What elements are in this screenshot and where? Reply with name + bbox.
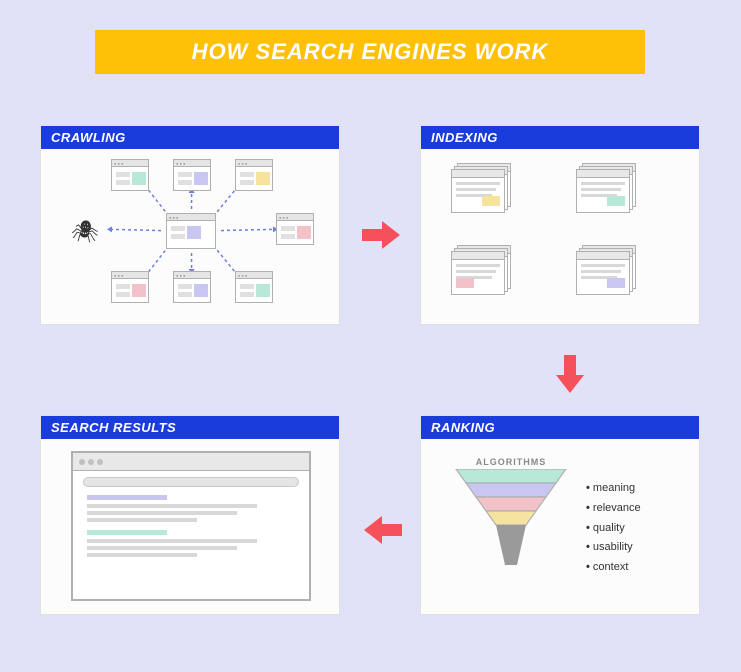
crawl-spoke-window: ● ● ● <box>235 159 273 191</box>
search-result <box>87 530 295 557</box>
panel-header-indexing: INDEXING <box>421 126 699 149</box>
funnel: ALGORITHMS <box>451 457 571 589</box>
panel-indexing: INDEXING <box>420 125 700 325</box>
index-stack <box>576 163 636 213</box>
crawl-to-index-arrow <box>360 215 404 264</box>
panel-results: SEARCH RESULTS <box>40 415 340 615</box>
ranking-item: usability <box>586 538 641 558</box>
spider-icon: 🕷 <box>71 219 99 245</box>
ranking-item: meaning <box>586 479 641 499</box>
index-stack <box>576 245 636 295</box>
ranking-item: quality <box>586 519 641 539</box>
browser-window <box>71 451 311 601</box>
ranking-item: relevance <box>586 499 641 519</box>
crawl-spoke-window: ● ● ● <box>276 213 314 245</box>
panel-header-ranking: RANKING <box>421 416 699 439</box>
panel-ranking: RANKING ALGORITHMS meaningrelevancequali… <box>420 415 700 615</box>
ranking-list: meaningrelevancequalityusabilitycontext <box>586 479 641 578</box>
crawl-spoke-window: ● ● ● <box>173 159 211 191</box>
index-stack <box>451 163 511 213</box>
funnel-icon <box>451 469 571 589</box>
funnel-label: ALGORITHMS <box>451 457 571 467</box>
crawl-center-window: ● ● ● <box>166 213 216 249</box>
panel-header-crawling: CRAWLING <box>41 126 339 149</box>
browser-chrome <box>73 453 309 471</box>
crawl-spoke-window: ● ● ● <box>111 271 149 303</box>
index-to-ranking-arrow <box>548 355 592 404</box>
ranking-item: context <box>586 558 641 578</box>
title-banner: HOW SEARCH ENGINES WORK <box>95 30 645 74</box>
panel-header-results: SEARCH RESULTS <box>41 416 339 439</box>
search-result <box>87 495 295 522</box>
crawl-spoke-window: ● ● ● <box>111 159 149 191</box>
crawl-spoke-window: ● ● ● <box>235 271 273 303</box>
crawl-spoke-window: ● ● ● <box>173 271 211 303</box>
panel-crawling: CRAWLING ● ● ● ● ● ● ● ● ● ● ● ● ● ● ● ●… <box>40 125 340 325</box>
ranking-to-results-arrow <box>360 510 404 559</box>
url-bar <box>83 477 299 487</box>
index-stack <box>451 245 511 295</box>
